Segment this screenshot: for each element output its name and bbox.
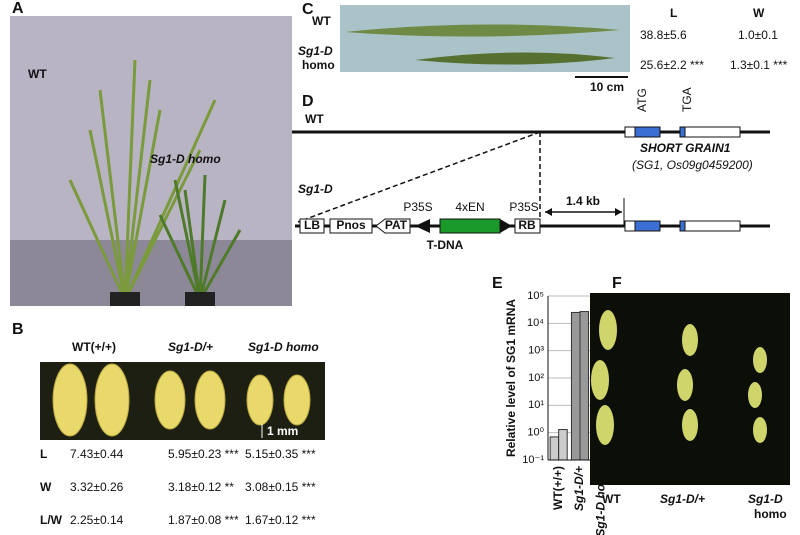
col-header: Sg1-D/+ (168, 340, 213, 354)
cell: 3.18±0.12 ** (168, 480, 234, 494)
panel-label: F (612, 275, 622, 292)
label-mutant: Sg1-D homo (150, 152, 221, 166)
y-tick-label: 10¹ (528, 399, 544, 411)
col-header: L (670, 6, 677, 20)
utr (684, 126, 741, 138)
cell: 3.08±0.15 *** (245, 480, 316, 494)
y-tick-label: 10² (528, 372, 544, 384)
label-mutant: Sg1-D (298, 44, 333, 58)
bar (549, 436, 560, 461)
panel-label: D (302, 93, 314, 110)
panel-label: C (302, 1, 314, 18)
cell: 3.32±0.26 (70, 480, 124, 494)
cell: 2.25±0.14 (70, 513, 124, 527)
cell: 38.8±5.6 (640, 28, 687, 42)
pot (110, 292, 140, 306)
element-box (375, 218, 411, 234)
cell: 7.43±0.44 (70, 447, 124, 461)
leaf-wt (345, 24, 620, 37)
element: P35S (403, 200, 432, 214)
label-mutant: Sg1-D (298, 182, 333, 196)
panel-label: E (492, 275, 503, 292)
cell: 1.0±0.1 (738, 28, 778, 42)
panel-label: A (12, 0, 24, 17)
utr (684, 220, 741, 232)
distance: 1.4 kb (566, 194, 600, 208)
plant-mutant (158, 174, 242, 301)
promoter (500, 219, 512, 233)
label: homo (754, 507, 787, 521)
label-mutant-sub: homo (302, 58, 335, 72)
row-label: L/W (40, 513, 63, 527)
label-wt: WT (28, 67, 47, 81)
insertion-line (297, 131, 541, 223)
element: RB (518, 218, 536, 232)
y-tick-label: 10⁴ (527, 317, 544, 329)
utr (624, 220, 636, 232)
scale-label: 1 mm (267, 424, 298, 438)
label-wt: WT (305, 112, 324, 126)
promoter (415, 219, 430, 233)
tga: TGA (680, 87, 694, 112)
label-wt: WT (312, 14, 331, 28)
scale-label: 10 cm (590, 80, 624, 94)
label: WT (602, 492, 621, 506)
cell: 5.95±0.23 *** (168, 447, 239, 461)
x-tick-label: Sg1-D/+ (572, 466, 586, 511)
row-label: W (40, 480, 52, 494)
y-tick-label: 10³ (528, 345, 544, 357)
enhancer (439, 218, 501, 234)
exon (634, 126, 661, 138)
col-header: W (753, 6, 765, 20)
element: 4xEN (455, 200, 484, 214)
leaf-mutant (415, 52, 615, 65)
element: Pnos (336, 218, 366, 232)
bar (579, 311, 590, 461)
element-box (299, 218, 325, 234)
element: P35S (509, 200, 538, 214)
plant-wt (68, 59, 217, 301)
col-header: Sg1-D homo (248, 340, 319, 354)
bar (558, 429, 568, 461)
panel-label: B (12, 321, 24, 338)
cell: 1.87±0.08 *** (168, 513, 239, 527)
label: Sg1-D (748, 492, 783, 506)
gene-ids: (SG1, Os09g0459200) (632, 158, 753, 172)
spikelets (591, 310, 767, 445)
y-axis-title: Relative level of SG1 mRNA (504, 299, 518, 457)
exon (679, 126, 686, 138)
utr (624, 126, 636, 138)
cell: 25.6±2.2 *** (640, 58, 704, 72)
element: LB (304, 218, 320, 232)
cell: 1.67±0.12 *** (245, 513, 316, 527)
element-box (329, 218, 373, 234)
label: Sg1-D/+ (660, 492, 705, 506)
y-tick-label: 10⁰ (527, 427, 544, 439)
y-tick-label: 10⁵ (527, 290, 544, 302)
pot (185, 292, 215, 306)
exon (634, 220, 661, 232)
cell: 5.15±0.35 *** (245, 447, 316, 461)
grains (52, 363, 311, 437)
exon (679, 220, 686, 232)
bar (570, 311, 581, 461)
gene-name: SHORT GRAIN1 (640, 141, 731, 155)
row-label: L (40, 447, 47, 461)
cell: 1.3±0.1 *** (730, 58, 788, 72)
element-box (514, 218, 541, 234)
atg: ATG (635, 88, 649, 112)
element: PAT (385, 218, 408, 232)
col-header: WT(+/+) (72, 340, 116, 354)
y-tick-label: 10⁻¹ (522, 454, 544, 466)
x-tick-label: WT(+/+) (551, 466, 565, 510)
tdna: T-DNA (427, 238, 464, 252)
grain-table: WT(+/+) Sg1-D/+ Sg1-D homo L 7.43±0.44 5.95±0… (40, 340, 319, 527)
